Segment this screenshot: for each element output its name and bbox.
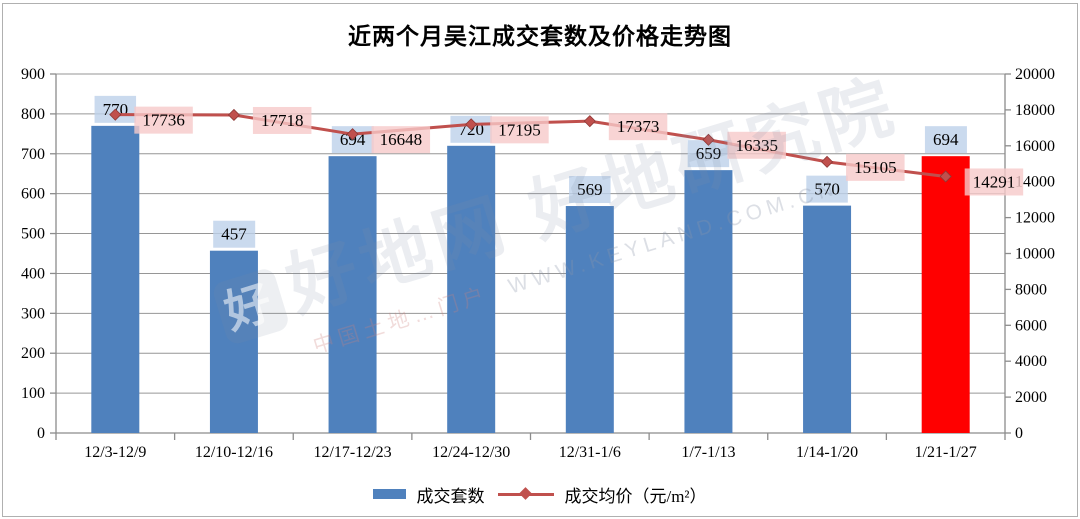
right-axis-tick-label: 0: [1015, 425, 1023, 442]
line-data-labels: 17736 17718 16648 17195 17373 16335 15105 14291: [134, 106, 1024, 196]
chart-frame: [2, 3, 1078, 517]
legend-line-swatch: [498, 487, 555, 500]
diamond-marker-icon: [109, 108, 122, 121]
left-axis-tick-label: 600: [21, 186, 45, 203]
bar: [565, 206, 614, 433]
right-axis-tick-label: 8000: [1015, 281, 1047, 298]
left-axis-tick-label: 700: [21, 146, 45, 163]
left-axis-tick-label: 100: [21, 385, 45, 402]
diamond-marker-icon: [939, 170, 952, 183]
bar: [447, 145, 496, 434]
x-axis-category-label: 12/17-12/23: [313, 444, 391, 461]
data-label-bg: [727, 131, 786, 159]
data-label: 16648: [380, 130, 423, 149]
x-axis-category-label: 12/3-12/9: [84, 444, 146, 461]
x-axis-category-label: 1/14-1/20: [796, 444, 858, 461]
data-label: 17373: [617, 117, 660, 136]
legend-diamond-marker-icon: [519, 487, 533, 500]
left-axis-tick-label: 0: [37, 425, 45, 442]
x-axis-category-label: 12/24-12/30: [432, 444, 510, 461]
x-axis-category-label: 1/7-1/13: [681, 444, 735, 461]
data-label: 569: [577, 180, 603, 199]
right-axis-tick-label: 6000: [1015, 317, 1047, 334]
data-label-bg: [846, 153, 905, 181]
data-label-bg: [569, 176, 611, 204]
data-label: 570: [814, 180, 840, 199]
data-label-bg: [134, 106, 193, 134]
x-axis-category-label: 12/31-1/6: [559, 444, 621, 461]
left-axis-tick-label: 300: [21, 305, 45, 322]
diamond-marker-icon: [583, 115, 596, 128]
data-label: 17718: [261, 111, 304, 130]
data-label: 16335: [735, 136, 778, 155]
left-axis-tick-label: 900: [21, 66, 45, 83]
diamond-marker-icon: [346, 128, 359, 141]
data-label-bg: [213, 220, 256, 248]
left-axis-tick-label: 400: [21, 265, 45, 282]
legend-line-label: 成交均价（元/m²）: [564, 486, 707, 506]
left-axis-tick-label: 500: [21, 226, 45, 243]
data-label: 457: [221, 225, 247, 244]
chart-title: 近两个月吴江成交套数及价格走势图: [348, 23, 732, 49]
data-label: 17195: [498, 120, 541, 139]
bar: [684, 170, 733, 434]
data-label-bg: [608, 113, 668, 141]
left-axis-tick-label: 200: [21, 345, 45, 362]
data-label-bg: [490, 116, 549, 144]
diamond-marker-icon: [465, 118, 478, 131]
data-label: 694: [933, 130, 959, 149]
legend-bar-swatch: [373, 489, 407, 499]
axis-tick-labels: 0 100 200 300 400 500 600 700 800 900 0 2000 4000 600…: [21, 66, 1055, 461]
bar: [328, 156, 377, 433]
data-label: 17736: [142, 111, 185, 130]
right-axis-tick-label: 4000: [1015, 353, 1047, 370]
bar: [921, 156, 970, 433]
bar: [209, 250, 258, 433]
right-axis-tick-label: 16000: [1015, 138, 1055, 155]
legend: 成交套数 成交均价（元/m²）: [0, 481, 1080, 507]
data-label: 14291: [973, 172, 1016, 191]
data-label-bg: [924, 126, 967, 154]
bar: [803, 205, 852, 433]
data-label-bg: [964, 168, 1024, 196]
diamond-marker-icon: [820, 155, 834, 168]
right-axis-tick-label: 10000: [1015, 246, 1055, 263]
data-label: 15105: [854, 158, 897, 177]
right-axis-tick-label: 14000: [1015, 174, 1055, 191]
data-label-bg: [806, 175, 848, 203]
bar: [91, 125, 140, 433]
legend-bar-label: 成交套数: [416, 486, 485, 506]
x-axis-category-label: 12/10-12/16: [195, 444, 273, 461]
left-axis-tick-label: 800: [21, 106, 45, 123]
right-axis-tick-label: 18000: [1015, 102, 1055, 119]
data-label-bg: [371, 126, 431, 154]
right-axis-tick-label: 12000: [1015, 210, 1055, 227]
x-axis-category-label: 1/21-1/27: [915, 444, 977, 461]
data-label-bg: [252, 106, 312, 134]
right-axis-tick-label: 2000: [1015, 389, 1047, 406]
diamond-marker-icon: [702, 133, 715, 146]
right-axis-tick-label: 20000: [1015, 66, 1055, 83]
data-label: 659: [696, 144, 722, 163]
bar-series: [91, 125, 970, 434]
diamond-marker-icon: [227, 108, 241, 122]
